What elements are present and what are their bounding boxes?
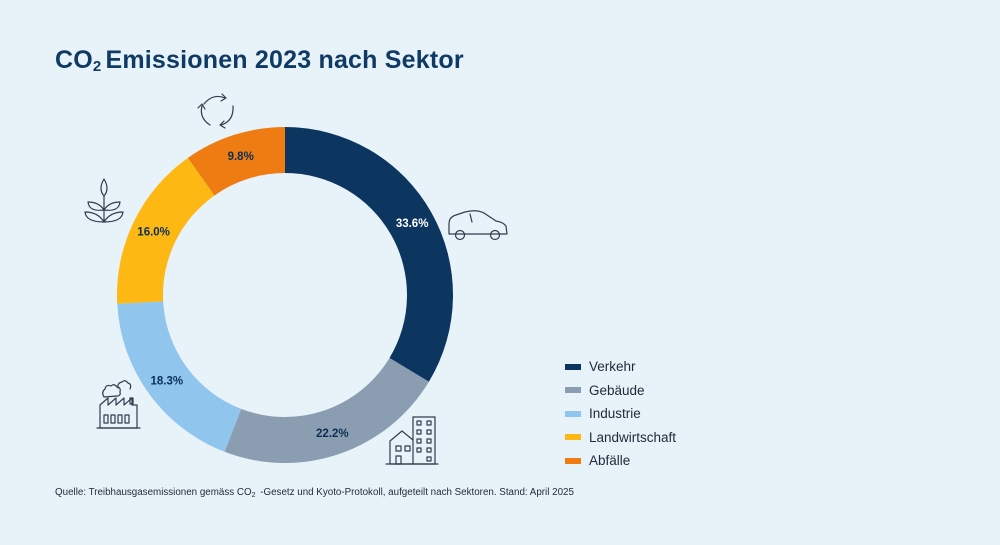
legend-swatch bbox=[565, 410, 581, 417]
building-icon bbox=[385, 416, 439, 465]
legend-label: Verkehr bbox=[589, 359, 636, 375]
legend-swatch bbox=[565, 457, 581, 464]
legend-item-gebaeude: Gebäude bbox=[565, 379, 676, 403]
source-pre: Quelle: Treibhausgasemissionen gemäss CO bbox=[55, 487, 252, 498]
source-note: Quelle: Treibhausgasemissionen gemäss CO… bbox=[55, 487, 574, 499]
donut-slice-industrie bbox=[117, 301, 242, 452]
plant-icon bbox=[84, 178, 124, 223]
source-post: -Gesetz und Kyoto-Protokoll, aufgeteilt … bbox=[257, 487, 574, 498]
chart-title: CO2 Emissionen 2023 nach Sektor bbox=[55, 46, 464, 75]
legend-swatch bbox=[565, 363, 581, 370]
recycle-icon bbox=[197, 93, 234, 129]
slice-label-landwirtschaft: 16.0% bbox=[137, 226, 170, 238]
slice-label-abfaelle: 9.8% bbox=[228, 151, 254, 163]
donut-slice-gebaeude bbox=[224, 357, 429, 463]
donut-slice-landwirtschaft bbox=[117, 157, 215, 304]
legend-swatch bbox=[565, 434, 581, 441]
legend-label: Gebäude bbox=[589, 382, 645, 398]
title-co: CO bbox=[55, 46, 93, 74]
factory-icon bbox=[96, 380, 141, 429]
legend: Verkehr Gebäude Industrie Landwirtschaft… bbox=[565, 355, 676, 473]
legend-item-landwirtschaft: Landwirtschaft bbox=[565, 426, 676, 450]
legend-label: Abfälle bbox=[589, 453, 631, 469]
title-rest: Emissionen 2023 nach Sektor bbox=[105, 46, 464, 74]
source-subscript: 2 bbox=[251, 492, 256, 499]
donut-slice-verkehr bbox=[285, 127, 453, 382]
slice-label-verkehr: 33.6% bbox=[396, 218, 429, 230]
legend-item-verkehr: Verkehr bbox=[565, 355, 676, 379]
legend-label: Landwirtschaft bbox=[589, 429, 677, 445]
donut-slices bbox=[117, 127, 453, 463]
car-icon bbox=[448, 210, 508, 241]
legend-item-abfaelle: Abfälle bbox=[565, 449, 676, 473]
legend-item-industrie: Industrie bbox=[565, 402, 676, 426]
donut-slice-abfaelle bbox=[187, 127, 285, 196]
donut-labels: 33.6% 22.2% 18.3% 16.0% 9.8% bbox=[137, 151, 428, 440]
slice-label-industrie: 18.3% bbox=[150, 376, 183, 388]
title-subscript: 2 bbox=[92, 58, 102, 75]
legend-swatch bbox=[565, 387, 581, 394]
slice-label-gebaeude: 22.2% bbox=[316, 428, 349, 440]
legend-label: Industrie bbox=[589, 406, 641, 422]
